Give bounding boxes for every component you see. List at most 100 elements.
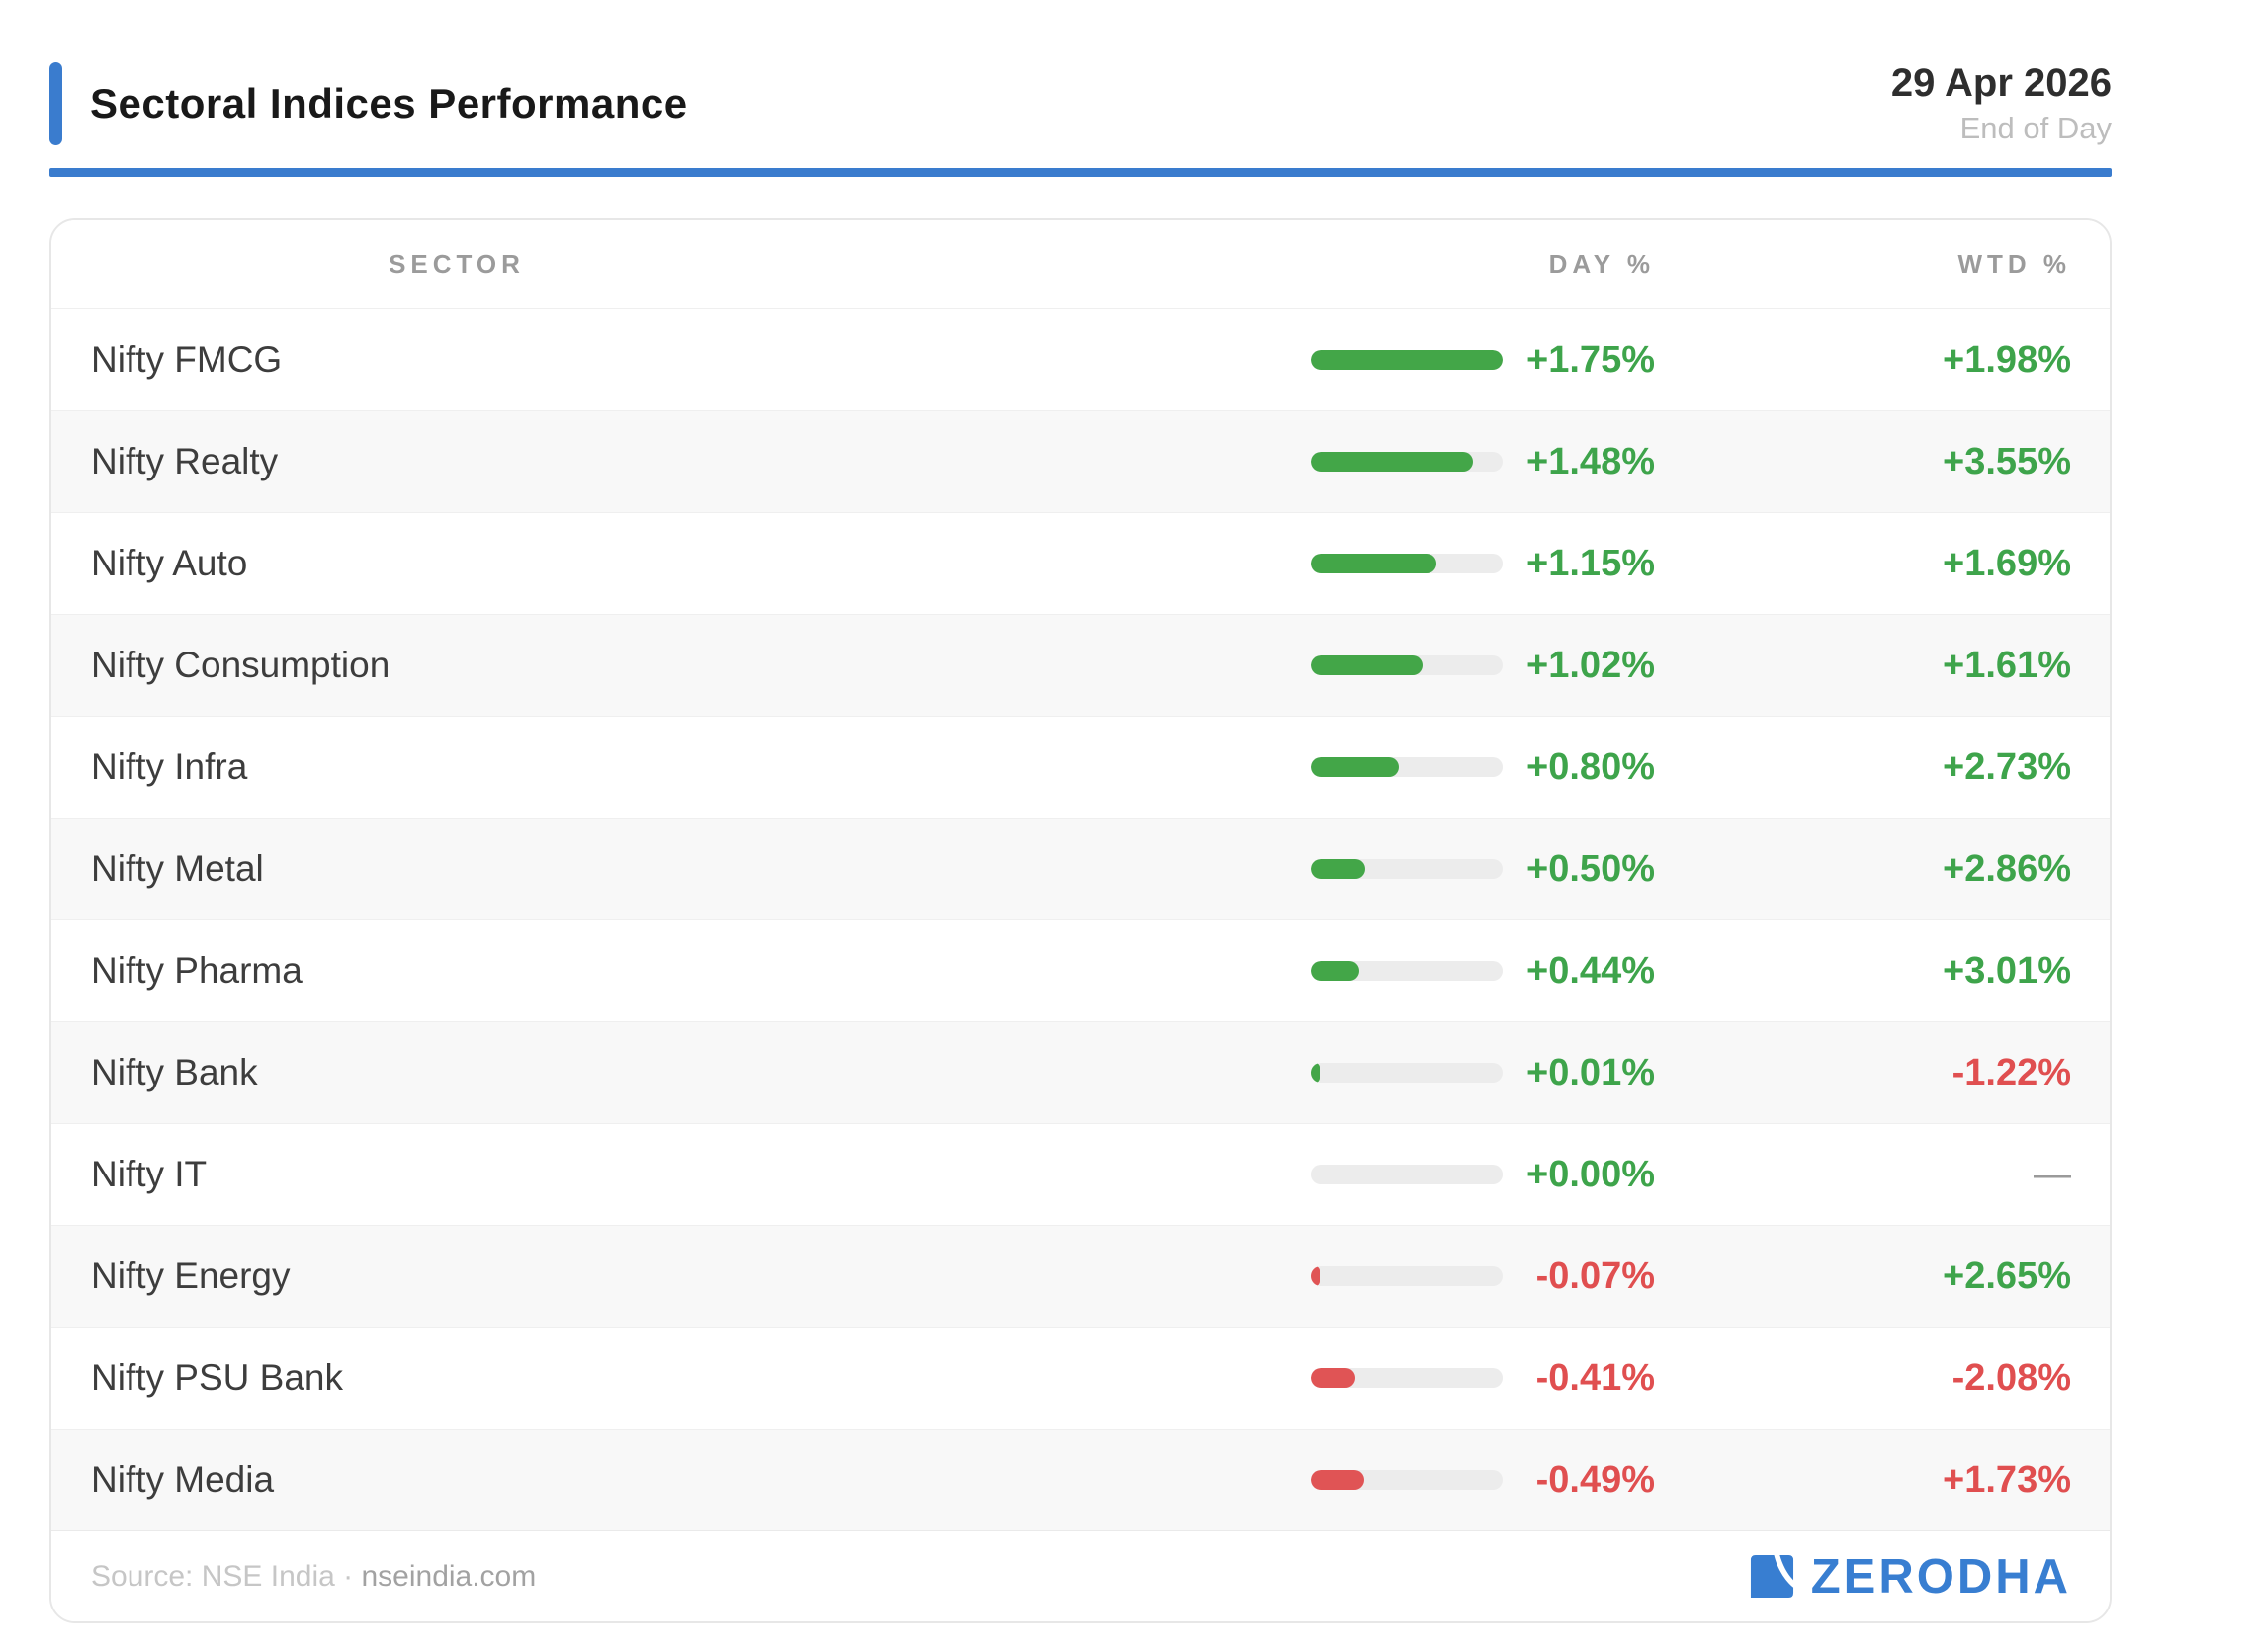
- table-body: Nifty FMCG +1.75% +1.98% Nifty Realty +1.48%…: [51, 308, 2110, 1530]
- day-change-value: +1.48%: [1526, 440, 1655, 482]
- day-cell: +1.75%: [823, 339, 1655, 382]
- sector-label: Nifty IT: [91, 1154, 208, 1194]
- wtd-change-value: +1.69%: [1943, 542, 2071, 584]
- date-block: 29 Apr 2026 End of Day: [1891, 61, 2112, 146]
- column-header-sector: SECTOR: [389, 249, 525, 279]
- day-change-value: -0.07%: [1535, 1255, 1655, 1297]
- report-card-page: Sectoral Indices Performance 29 Apr 2026…: [49, 0, 2112, 1623]
- day-cell: +0.80%: [823, 746, 1655, 789]
- day-bar-fill: [1311, 1368, 1355, 1388]
- day-bar-track: [1311, 859, 1503, 879]
- day-bar-track: [1311, 655, 1503, 675]
- table-row: Nifty Pharma +0.44% +3.01%: [51, 919, 2110, 1021]
- source-note: Source: NSE India · nseindia.com: [91, 1560, 536, 1594]
- brand-wordmark: ZERODHA: [1810, 1549, 2071, 1604]
- title-accent-bar: [49, 62, 62, 145]
- sector-label: Nifty Infra: [91, 746, 248, 787]
- table-row: Nifty Auto +1.15% +1.69%: [51, 512, 2110, 614]
- wtd-change-value: +3.55%: [1943, 440, 2071, 482]
- day-change-value: +0.80%: [1526, 745, 1655, 788]
- day-bar-fill: [1311, 859, 1365, 879]
- sector-label: Nifty FMCG: [91, 339, 283, 380]
- wtd-change-value: +1.73%: [1943, 1458, 2071, 1501]
- sector-label: Nifty Realty: [91, 441, 279, 481]
- wtd-change-value: +2.73%: [1943, 745, 2071, 788]
- day-change-value: +1.75%: [1526, 338, 1655, 381]
- table-row: Nifty Bank +0.01% -1.22%: [51, 1021, 2110, 1123]
- zerodha-kite-icon: [1749, 1553, 1795, 1600]
- wtd-change-value: +2.86%: [1943, 847, 2071, 890]
- table-row: Nifty IT +0.00% —: [51, 1123, 2110, 1225]
- sector-label: Nifty Consumption: [91, 645, 390, 685]
- column-header-day: DAY %: [1548, 249, 1655, 279]
- wtd-change-value: +1.98%: [1943, 338, 2071, 381]
- sector-label: Nifty PSU Bank: [91, 1357, 343, 1398]
- wtd-change-value: +1.61%: [1943, 644, 2071, 686]
- day-change-value: +0.44%: [1526, 949, 1655, 992]
- table-row: Nifty FMCG +1.75% +1.98%: [51, 308, 2110, 410]
- day-bar-track: [1311, 1368, 1503, 1388]
- table-row: Nifty Consumption +1.02% +1.61%: [51, 614, 2110, 716]
- day-bar-track: [1311, 1266, 1503, 1286]
- sector-label: Nifty Pharma: [91, 950, 303, 991]
- day-cell: +1.02%: [823, 645, 1655, 687]
- day-bar-fill: [1311, 757, 1399, 777]
- day-bar-fill: [1311, 452, 1473, 472]
- sector-label: Nifty Metal: [91, 848, 264, 889]
- day-bar-track: [1311, 554, 1503, 573]
- day-change-value: +0.01%: [1526, 1051, 1655, 1093]
- table-header-row: SECTOR DAY % WTD %: [51, 220, 2110, 308]
- day-bar-track: [1311, 452, 1503, 472]
- day-change-value: +1.02%: [1526, 644, 1655, 686]
- day-bar-track: [1311, 1165, 1503, 1184]
- wtd-change-value: +3.01%: [1943, 949, 2071, 992]
- day-bar-fill: [1311, 1063, 1320, 1083]
- day-bar-track: [1311, 961, 1503, 981]
- day-cell: +0.44%: [823, 950, 1655, 993]
- sector-label: Nifty Media: [91, 1459, 275, 1500]
- report-date-note: End of Day: [1959, 111, 2112, 145]
- wtd-change-value: +2.65%: [1943, 1255, 2071, 1297]
- table-row: Nifty PSU Bank -0.41% -2.08%: [51, 1327, 2110, 1429]
- wtd-change-value: -1.22%: [1951, 1051, 2071, 1093]
- header-divider-rule: [49, 168, 2112, 177]
- page-title: Sectoral Indices Performance: [90, 80, 688, 127]
- day-bar-track: [1311, 757, 1503, 777]
- sector-label: Nifty Auto: [91, 543, 248, 583]
- day-bar-fill: [1311, 961, 1359, 981]
- day-bar-track: [1311, 350, 1503, 370]
- day-cell: +0.50%: [823, 848, 1655, 891]
- day-cell: +0.01%: [823, 1052, 1655, 1094]
- table-footer: Source: NSE India · nseindia.com ZERODHA: [51, 1530, 2110, 1621]
- day-change-value: +0.50%: [1526, 847, 1655, 890]
- table-row: Nifty Energy -0.07% +2.65%: [51, 1225, 2110, 1327]
- day-cell: -0.41%: [823, 1357, 1655, 1400]
- day-bar-fill: [1311, 655, 1423, 675]
- brand-block: ZERODHA: [1749, 1549, 2071, 1605]
- column-header-wtd: WTD %: [1957, 249, 2071, 279]
- day-bar-fill: [1311, 1470, 1364, 1490]
- source-label: Source: NSE India ·: [91, 1559, 354, 1593]
- day-bar-track: [1311, 1063, 1503, 1083]
- table-row: Nifty Realty +1.48% +3.55%: [51, 410, 2110, 512]
- page-header: Sectoral Indices Performance 29 Apr 2026…: [49, 61, 2112, 146]
- wtd-change-value: —: [2034, 1153, 2071, 1195]
- day-cell: +1.15%: [823, 543, 1655, 585]
- wtd-change-value: -2.08%: [1951, 1356, 2071, 1399]
- table-row: Nifty Media -0.49% +1.73%: [51, 1429, 2110, 1530]
- day-bar-fill: [1311, 350, 1503, 370]
- sector-label: Nifty Bank: [91, 1052, 258, 1092]
- day-cell: +0.00%: [823, 1154, 1655, 1196]
- day-cell: +1.48%: [823, 441, 1655, 483]
- day-bar-fill: [1311, 554, 1436, 573]
- day-bar-fill: [1311, 1266, 1320, 1286]
- day-cell: -0.07%: [823, 1256, 1655, 1298]
- day-change-value: +1.15%: [1526, 542, 1655, 584]
- day-change-value: -0.49%: [1535, 1458, 1655, 1501]
- day-bar-track: [1311, 1470, 1503, 1490]
- day-change-value: +0.00%: [1526, 1153, 1655, 1195]
- report-date: 29 Apr 2026: [1890, 61, 2112, 105]
- day-change-value: -0.41%: [1535, 1356, 1655, 1399]
- table-row: Nifty Metal +0.50% +2.86%: [51, 818, 2110, 919]
- day-cell: -0.49%: [823, 1459, 1655, 1502]
